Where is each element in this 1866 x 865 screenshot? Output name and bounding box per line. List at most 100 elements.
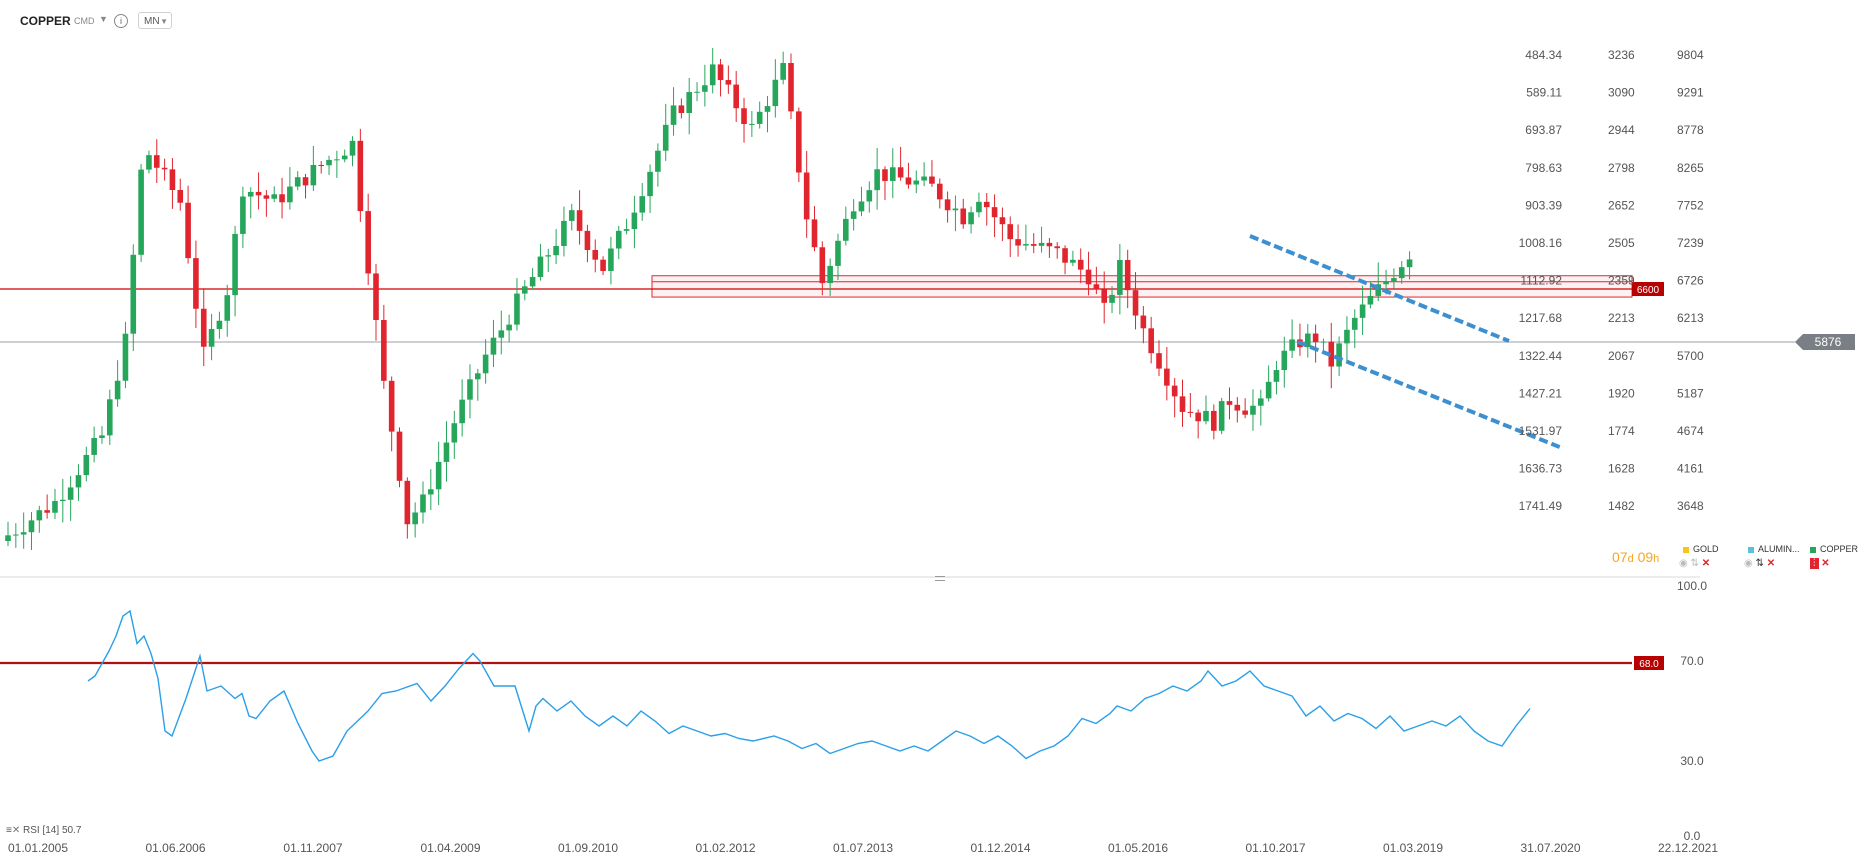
candle-body: [146, 155, 152, 170]
candle-body: [200, 308, 207, 347]
candle-body: [858, 201, 865, 212]
candle-body: [764, 106, 771, 112]
candle-body: [1367, 295, 1374, 305]
candle-body: [1179, 396, 1186, 412]
close-icon[interactable]: ✕: [1701, 558, 1711, 569]
x-axis-label: 01.10.2017: [1245, 841, 1305, 855]
candle-body: [294, 177, 301, 187]
y-axis-label-middle: 2213: [1608, 311, 1635, 325]
channel-upper-line: [1249, 234, 1510, 343]
candle-body: [459, 399, 465, 424]
candle-body: [75, 475, 82, 488]
candle-body: [983, 201, 990, 208]
countdown-days: 07: [1612, 549, 1628, 565]
candle-body: [686, 92, 693, 113]
candle-body: [193, 258, 199, 309]
candle-body: [451, 423, 458, 443]
candle-body: [326, 159, 332, 166]
candle-body: [1070, 259, 1076, 263]
candle-body: [921, 176, 927, 181]
close-icon[interactable]: ✕: [11, 825, 21, 836]
symbol-dropdown-icon[interactable]: ▼: [99, 14, 108, 24]
candle-body: [467, 379, 473, 400]
y-axis-label-price: 9804: [1677, 48, 1704, 62]
rsi-indicator-label[interactable]: ≡✕ RSI [14] 50.7: [6, 825, 81, 836]
timeframe-select[interactable]: MN ▼: [138, 12, 172, 29]
menu-icon[interactable]: ≡: [6, 825, 12, 836]
candle-body: [404, 480, 411, 525]
eye-icon[interactable]: ◉: [1744, 558, 1753, 569]
candle-body: [1234, 404, 1241, 411]
candle-body: [224, 295, 231, 321]
pane-resize-handle[interactable]: [935, 576, 945, 581]
legend-item-gold[interactable]: GOLD ◉ ⇅ ✕: [1679, 544, 1719, 569]
candle-body: [1406, 259, 1413, 268]
x-axis-label: 01.02.2012: [695, 841, 755, 855]
candle-body: [576, 210, 583, 231]
x-axis-label: 01.04.2009: [420, 841, 480, 855]
candle-body: [521, 286, 528, 294]
sort-icon[interactable]: ⇅: [1755, 558, 1764, 569]
legend-item-copper[interactable]: COPPER ⫶ ✕: [1810, 544, 1858, 569]
candle-body: [5, 535, 11, 542]
candle-body: [882, 169, 888, 181]
chevron-down-icon: ▼: [160, 17, 168, 26]
y-axis-label-inner: 693.87: [1525, 123, 1562, 137]
candle-body: [1304, 333, 1311, 348]
candle-body: [905, 177, 912, 185]
candle-body: [247, 191, 254, 197]
candle-body: [1289, 339, 1295, 351]
candle-body: [185, 202, 191, 259]
close-icon[interactable]: ✕: [1766, 558, 1776, 569]
candle-body: [263, 195, 270, 199]
y-axis-label-price: 4161: [1677, 462, 1704, 476]
candle-body: [1148, 328, 1154, 354]
symbol-name[interactable]: COPPER: [20, 14, 71, 28]
candle-body: [639, 196, 646, 213]
y-axis-label-inner: 903.39: [1525, 198, 1562, 212]
symbol-category: CMD: [74, 16, 95, 26]
candle-body: [1211, 410, 1217, 431]
x-axis-label: 01.05.2016: [1108, 841, 1168, 855]
candle-body: [130, 254, 137, 334]
legend-label: GOLD: [1693, 544, 1719, 554]
rsi-value: 50.7: [61, 825, 82, 836]
eye-icon[interactable]: ◉: [1679, 558, 1688, 569]
candle-body: [1312, 333, 1319, 343]
candle-body: [435, 461, 442, 490]
candle-body: [67, 487, 74, 500]
countdown-days-unit: d: [1627, 553, 1634, 565]
sort-icon[interactable]: ⇅: [1690, 558, 1699, 569]
x-axis-label: 01.07.2013: [833, 841, 893, 855]
candle-body: [138, 169, 144, 255]
candle-body: [1140, 315, 1147, 329]
close-icon[interactable]: ✕: [1821, 558, 1830, 569]
candle-body: [341, 155, 348, 160]
candle-body: [600, 259, 606, 271]
candle-body: [1344, 329, 1350, 344]
candle-body: [960, 208, 967, 225]
candle-body: [772, 79, 779, 107]
candle-body: [968, 212, 974, 225]
current-price-badge: [1795, 334, 1855, 350]
candle-countdown: 07d 09h: [1612, 549, 1659, 565]
candle-body: [1054, 246, 1061, 249]
candle-body: [83, 454, 90, 476]
candle-body: [52, 501, 58, 513]
gold-swatch: [1683, 546, 1689, 553]
candle-body: [623, 229, 630, 231]
candle-body: [1359, 304, 1366, 318]
candle-body: [1117, 260, 1123, 295]
candle-body: [976, 201, 982, 213]
x-axis-label: 01.12.2014: [970, 841, 1030, 855]
legend-item-aluminium[interactable]: ALUMIN... ◉ ⇅ ✕: [1744, 544, 1800, 569]
info-icon[interactable]: i: [114, 14, 128, 28]
chart-type-icon[interactable]: ⫶: [1810, 558, 1819, 569]
y-axis-label-price: 6726: [1677, 274, 1704, 288]
candle-body: [1156, 353, 1162, 369]
candle-body: [780, 63, 786, 80]
candle-body: [1124, 260, 1131, 291]
candle-body: [1375, 284, 1382, 296]
candle-body: [850, 211, 857, 219]
